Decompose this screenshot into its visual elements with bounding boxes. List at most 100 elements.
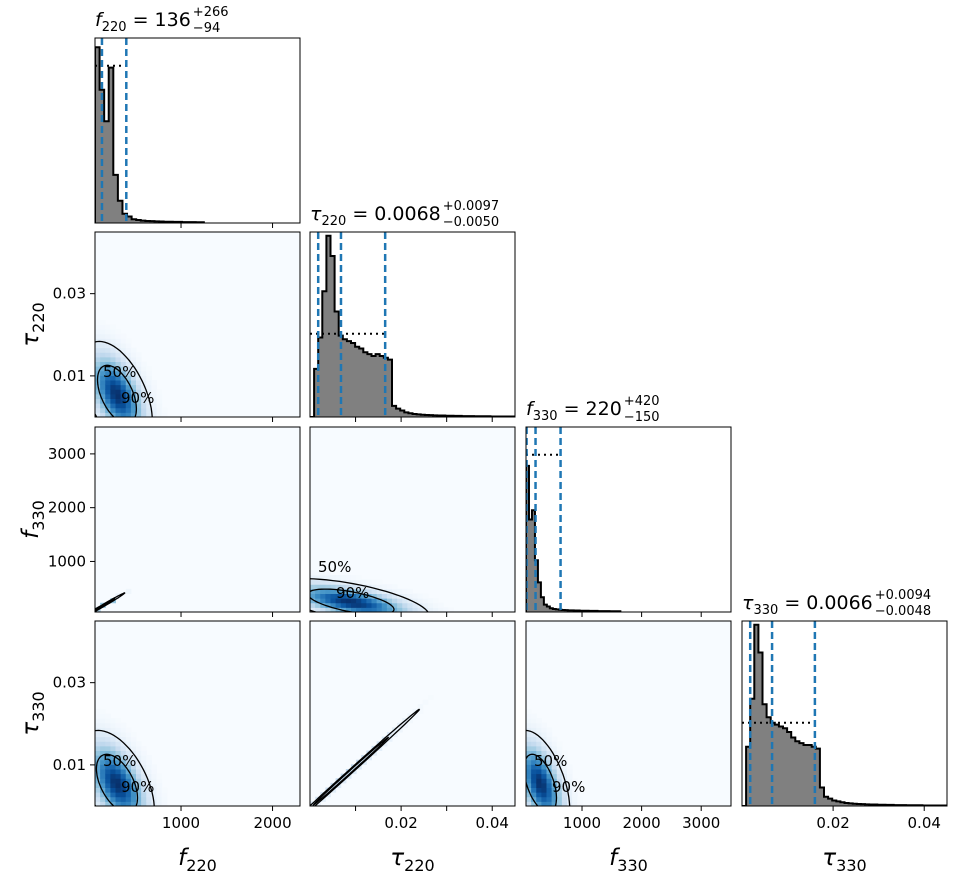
density-cell xyxy=(95,393,101,399)
density-cell xyxy=(340,593,347,599)
density-cell xyxy=(541,792,547,798)
title-equals: = xyxy=(346,203,374,225)
density-cell xyxy=(120,787,127,793)
density-cell xyxy=(392,602,398,608)
density-cell xyxy=(526,759,532,765)
density-cell xyxy=(536,773,542,779)
density-cell xyxy=(320,579,326,585)
density-cell xyxy=(325,579,331,585)
density-cell xyxy=(335,602,342,608)
density-cell xyxy=(110,370,116,376)
density-cell xyxy=(120,389,127,395)
density-cell xyxy=(100,370,106,376)
density-cell xyxy=(146,796,152,802)
density-cell xyxy=(422,699,429,705)
density-cell xyxy=(146,370,152,376)
density-cell xyxy=(310,579,316,585)
density-cell xyxy=(136,380,142,386)
density-cell xyxy=(325,607,331,612)
density-cell xyxy=(320,584,326,590)
density-cell xyxy=(151,398,157,404)
x-tick-label-f220: 2000 xyxy=(253,814,291,832)
title-symbol: τ xyxy=(742,592,754,614)
density-cell xyxy=(95,361,101,367)
density-cell xyxy=(407,602,413,608)
y-tick-label-tau220: 0.01 xyxy=(53,367,86,385)
density-cell xyxy=(531,801,537,806)
density-cell xyxy=(130,801,137,806)
axis-symbol: τ xyxy=(18,333,44,347)
density-cell xyxy=(551,778,558,784)
density-cell xyxy=(95,718,101,724)
density-cell xyxy=(100,389,106,395)
density-cell xyxy=(526,736,532,742)
density-cell xyxy=(546,759,553,765)
density-cell xyxy=(100,727,106,733)
density-cell xyxy=(536,759,542,765)
density-cell xyxy=(371,579,378,585)
density-cell xyxy=(340,607,347,612)
density-cell xyxy=(531,741,537,747)
density-cell xyxy=(351,593,357,599)
density-cell xyxy=(556,759,563,765)
title-value: 220 xyxy=(586,398,622,420)
density-cell xyxy=(141,375,147,381)
density-cell xyxy=(356,579,362,585)
density-cell xyxy=(325,593,331,599)
density-cell xyxy=(130,787,137,793)
density-cell xyxy=(315,575,321,581)
density-cell xyxy=(110,727,116,733)
density-cell xyxy=(345,598,352,604)
density-cell xyxy=(105,398,111,404)
density-cell xyxy=(130,745,137,751)
density-cell xyxy=(120,366,127,372)
density-cell xyxy=(95,398,101,404)
panel-frame xyxy=(94,426,301,613)
density-cell xyxy=(422,598,429,604)
title-subscript: 220 xyxy=(321,214,346,229)
density-cell xyxy=(325,584,331,590)
density-cell xyxy=(120,375,127,381)
density-cell xyxy=(366,602,372,608)
density-cell xyxy=(110,393,116,399)
axis-symbol: f xyxy=(178,845,189,871)
density-cell xyxy=(105,389,111,395)
x-tick-label-f330: 3000 xyxy=(682,814,720,832)
y-tick-label-tau330: 0.01 xyxy=(53,756,86,774)
density-cell xyxy=(130,356,137,362)
density-cell xyxy=(110,324,116,330)
density-cell xyxy=(130,352,137,358)
density-cell xyxy=(110,338,116,344)
density-cell xyxy=(556,755,563,761)
density-cell xyxy=(561,750,568,756)
density-cell xyxy=(130,796,137,802)
density-cell xyxy=(531,736,537,742)
density-cell xyxy=(427,602,434,608)
density-cell xyxy=(115,329,122,335)
density-cell xyxy=(526,755,532,761)
density-cell xyxy=(120,393,127,399)
density-cell xyxy=(130,393,137,399)
density-cell xyxy=(146,755,152,761)
density-cell xyxy=(151,778,157,784)
density-cell xyxy=(115,764,122,770)
density-cell xyxy=(556,778,563,784)
density-cell xyxy=(546,792,553,798)
density-cell xyxy=(361,598,367,604)
density-cell xyxy=(130,769,137,775)
density-cell xyxy=(546,764,553,770)
density-cell xyxy=(100,380,106,386)
histogram-fill xyxy=(95,47,205,223)
title-upper-error: +0.0094 xyxy=(875,588,931,603)
density-cell xyxy=(526,745,532,751)
density-cell xyxy=(546,778,553,784)
density-cell xyxy=(95,389,101,395)
density-cell xyxy=(531,764,537,770)
density-cell xyxy=(141,407,147,413)
density-cell xyxy=(531,750,537,756)
density-cell xyxy=(567,764,573,770)
density-cell xyxy=(95,801,101,806)
density-cell xyxy=(105,333,111,339)
title-upper-error: +266 xyxy=(193,5,229,20)
density-cell xyxy=(100,759,106,765)
